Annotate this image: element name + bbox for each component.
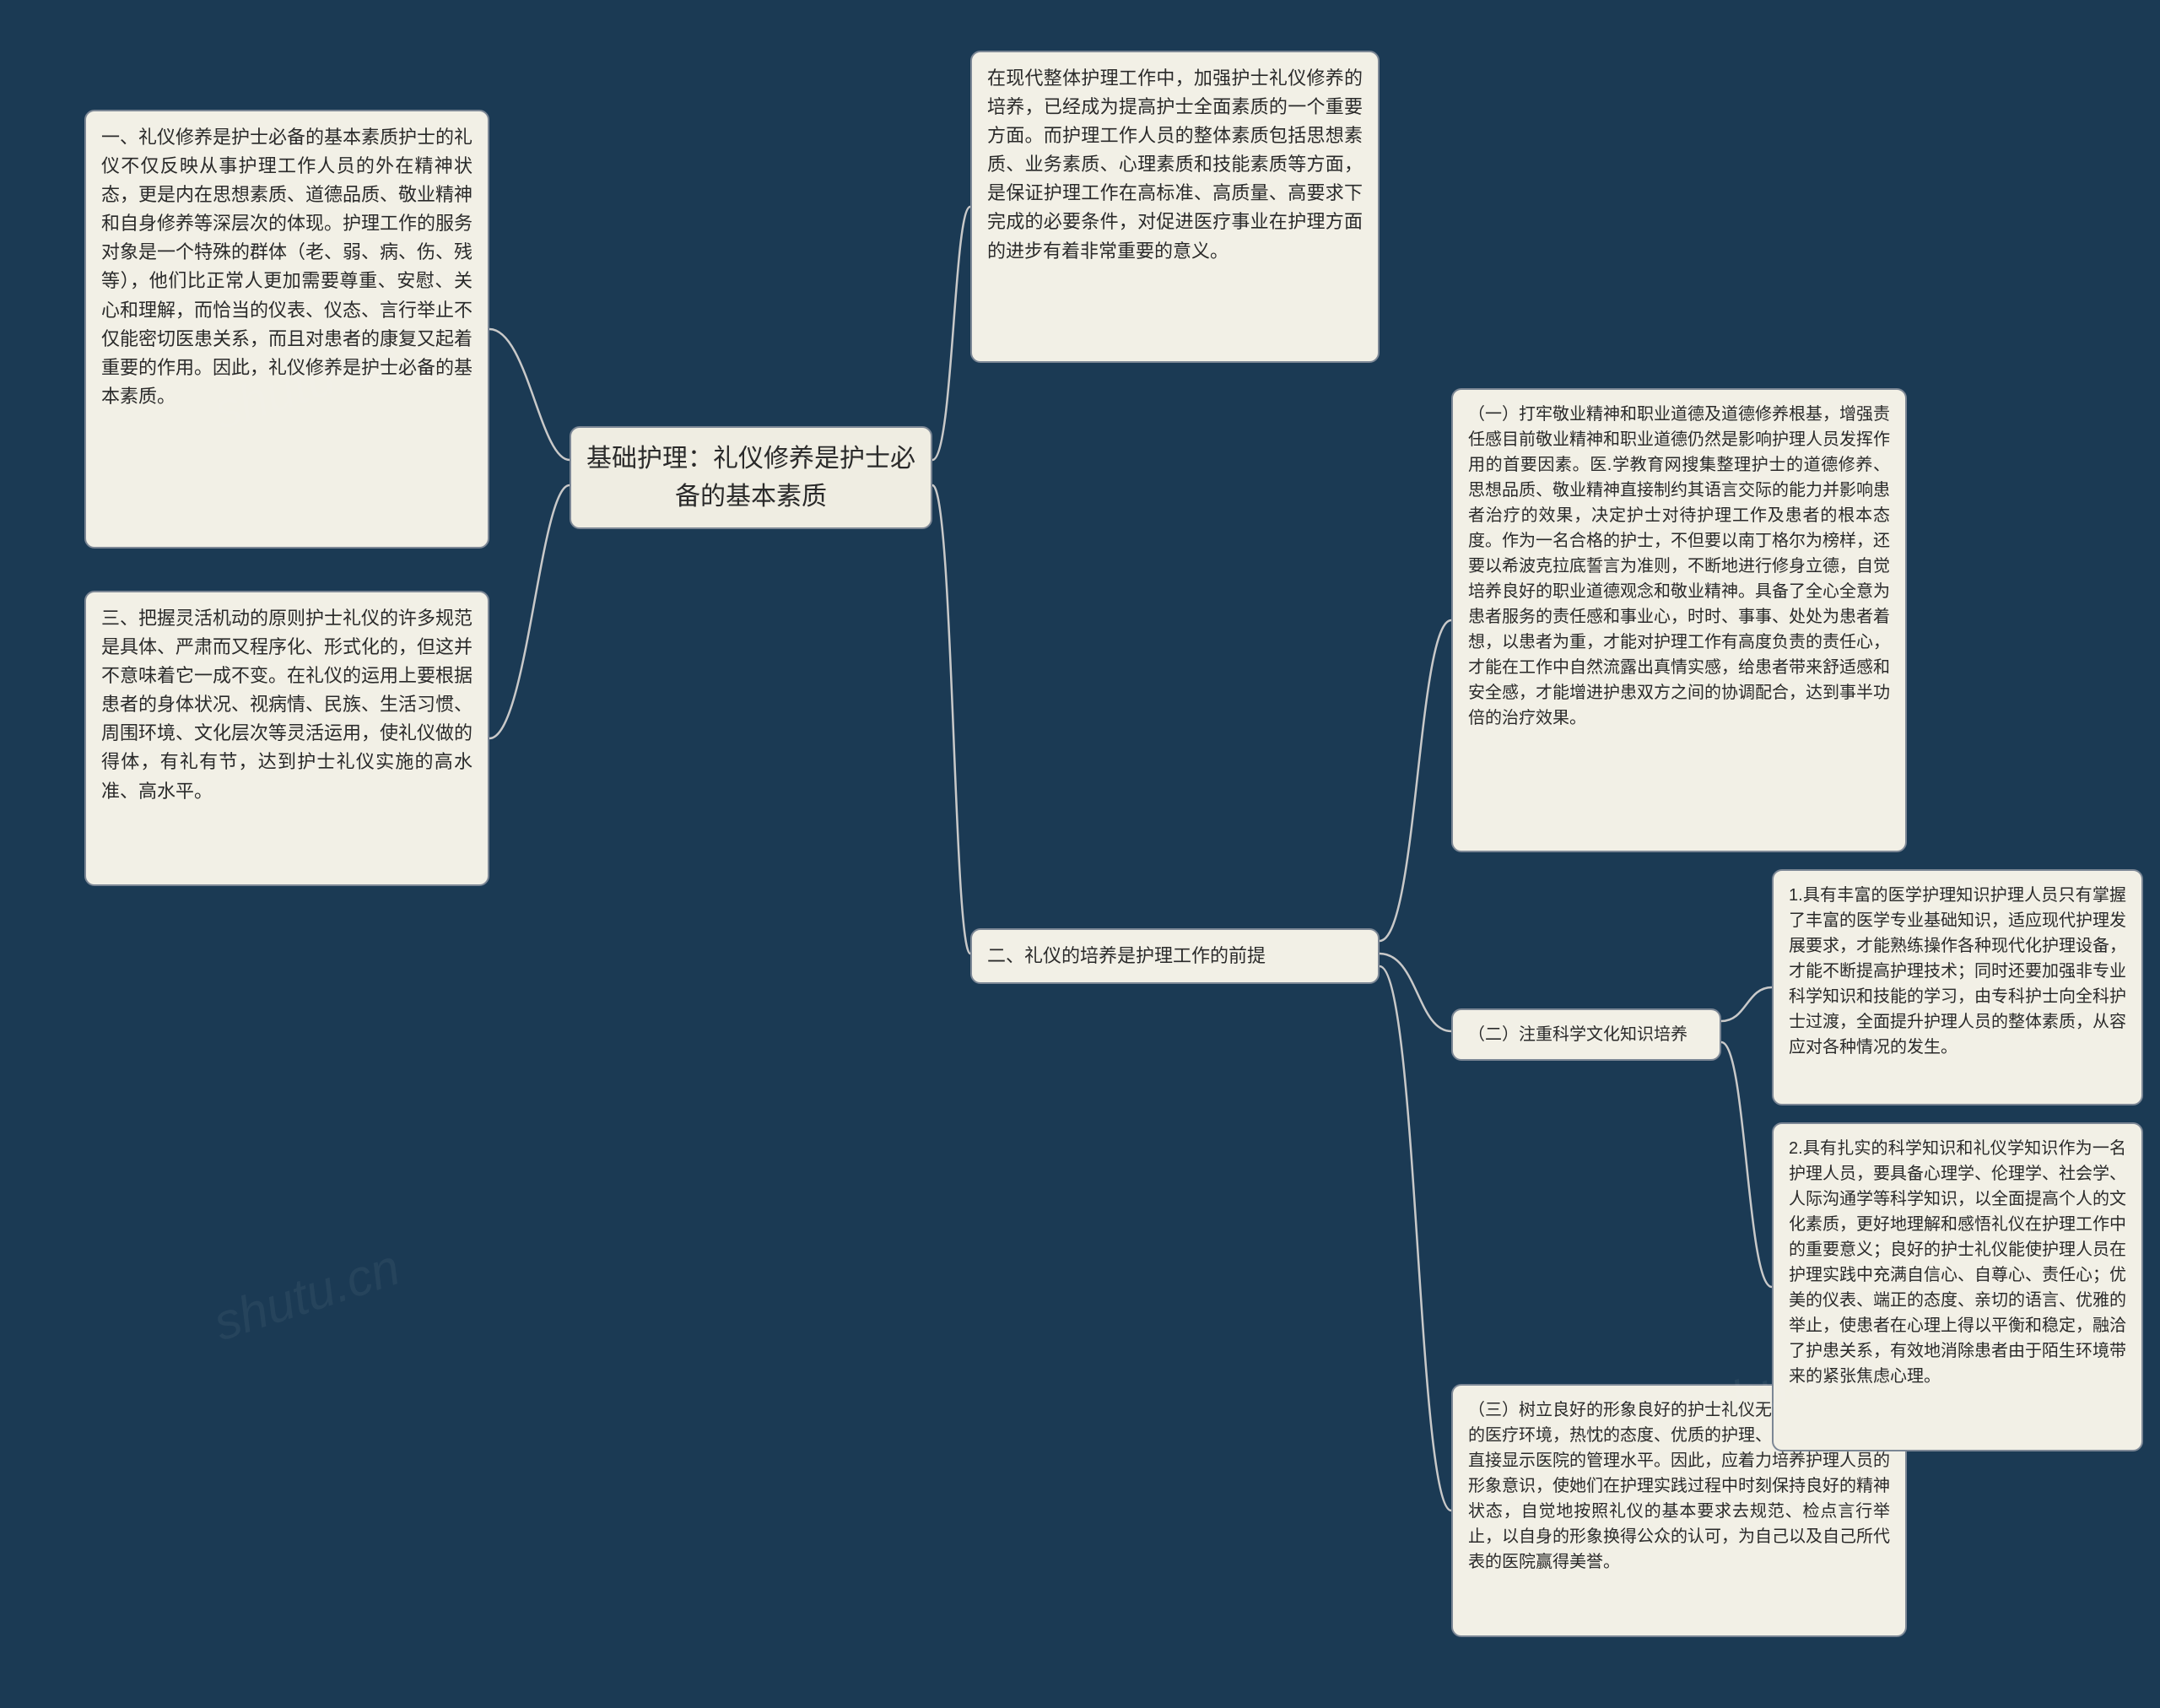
intro-text: 在现代整体护理工作中，加强护士礼仪修养的培养，已经成为提高护士全面素质的一个重要…: [987, 68, 1363, 262]
c2-text: （二）注重科学文化知识培养: [1468, 1025, 1688, 1044]
sec2-text: 二、礼仪的培养是护理工作的前提: [987, 945, 1266, 966]
c2a-text: 1.具有丰富的医学护理知识护理人员只有掌握了丰富的医学专业基础知识，适应现代护理…: [1789, 886, 2126, 1057]
center-title: 基础护理：礼仪修养是护士必备的基本素质: [586, 445, 915, 511]
center-node: 基础护理：礼仪修养是护士必备的基本素质: [570, 426, 932, 529]
watermark: shutu.cn: [207, 1238, 407, 1353]
c2b-text: 2.具有扎实的科学知识和礼仪学知识作为一名护理人员，要具备心理学、伦理学、社会学…: [1789, 1139, 2126, 1386]
node-c2: （二）注重科学文化知识培养: [1451, 1008, 1721, 1061]
node-sec1: 一、礼仪修养是护士必备的基本素质护士的礼仪不仅反映从事护理工作人员的外在精神状态…: [84, 110, 489, 549]
c1-text: （一）打牢敬业精神和职业道德及道德修养根基，增强责任感目前敬业精神和职业道德仍然…: [1468, 405, 1890, 727]
node-c2b: 2.具有扎实的科学知识和礼仪学知识作为一名护理人员，要具备心理学、伦理学、社会学…: [1772, 1122, 2143, 1451]
sec1-text: 一、礼仪修养是护士必备的基本素质护士的礼仪不仅反映从事护理工作人员的外在精神状态…: [101, 127, 472, 407]
node-intro: 在现代整体护理工作中，加强护士礼仪修养的培养，已经成为提高护士全面素质的一个重要…: [970, 51, 1380, 363]
node-c2a: 1.具有丰富的医学护理知识护理人员只有掌握了丰富的医学专业基础知识，适应现代护理…: [1772, 869, 2143, 1105]
node-c1: （一）打牢敬业精神和职业道德及道德修养根基，增强责任感目前敬业精神和职业道德仍然…: [1451, 388, 1907, 852]
node-sec2: 二、礼仪的培养是护理工作的前提: [970, 928, 1380, 984]
node-sec3: 三、把握灵活机动的原则护士礼仪的许多规范是具体、严肃而又程序化、形式化的，但这并…: [84, 591, 489, 886]
sec3-text: 三、把握灵活机动的原则护士礼仪的许多规范是具体、严肃而又程序化、形式化的，但这并…: [101, 608, 472, 802]
